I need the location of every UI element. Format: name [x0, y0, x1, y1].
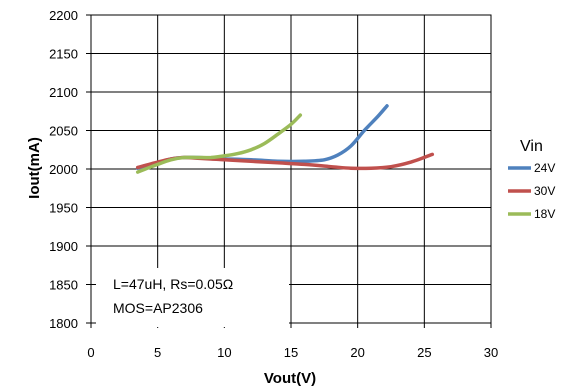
legend-label-30v: 30V: [534, 184, 555, 198]
y-tick-label: 1850: [49, 278, 78, 293]
annotation-line-2: MOS=AP2306: [113, 300, 203, 316]
y-tick-label: 2050: [49, 124, 78, 139]
y-tick-label: 1950: [49, 201, 78, 216]
y-tick-label: 2150: [49, 47, 78, 62]
x-axis-ticks: 0 5 10 15 20 25 30: [87, 323, 498, 360]
x-tick-label: 0: [87, 345, 94, 360]
annotation-background: [96, 268, 289, 327]
y-tick-label: 1900: [49, 239, 78, 254]
legend-label-24v: 24V: [534, 161, 555, 175]
series-lines: [135, 104, 435, 174]
y-axis-ticks: 1800 1850 1900 1950 2000 2050 2100 2150 2200: [49, 8, 91, 331]
x-tick-label: 10: [217, 345, 231, 360]
series-line-18v: [135, 113, 303, 174]
x-axis-title: Vout(V): [264, 370, 316, 387]
annotation-line-1: L=47uH, Rs=0.05Ω: [113, 276, 233, 292]
legend-items: 24V 30V 18V: [508, 161, 555, 221]
x-tick-label: 5: [154, 345, 161, 360]
x-tick-label: 30: [484, 345, 498, 360]
x-tick-label: 25: [417, 345, 431, 360]
x-tick-label: 20: [350, 345, 364, 360]
legend-label-18v: 18V: [534, 207, 555, 221]
y-tick-label: 1800: [49, 316, 78, 331]
y-tick-label: 2200: [49, 8, 78, 23]
x-tick-label: 15: [284, 345, 298, 360]
y-axis-title: Iout(mA): [26, 137, 43, 199]
legend-title: Vin: [520, 138, 543, 155]
legend: Vin 24V 30V 18V: [508, 138, 555, 221]
annotation: L=47uH, Rs=0.05Ω MOS=AP2306: [96, 268, 289, 327]
y-tick-label: 2100: [49, 85, 78, 100]
y-tick-label: 2000: [49, 162, 78, 177]
